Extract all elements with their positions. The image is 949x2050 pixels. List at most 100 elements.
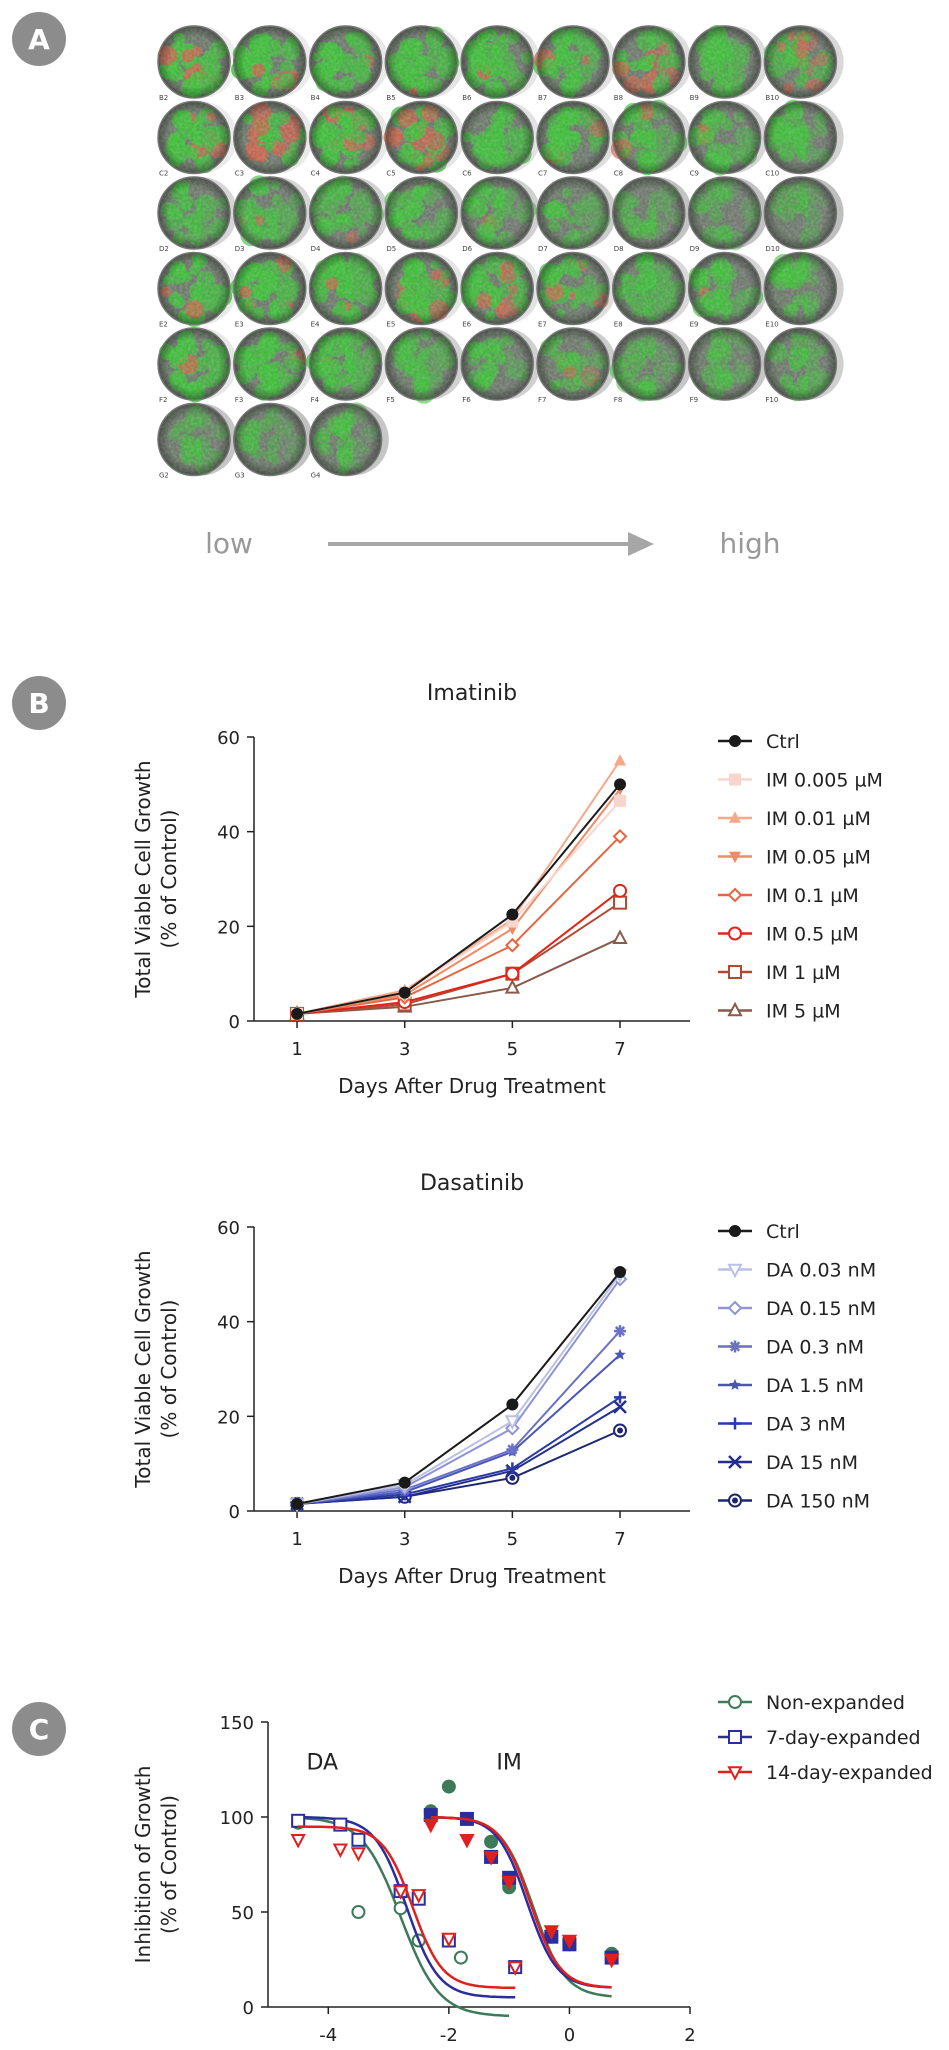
series-line	[296, 1330, 621, 1505]
well-rim	[687, 327, 762, 401]
legend-label: IM 0.1 µM	[766, 885, 859, 907]
series	[291, 1779, 619, 2018]
well-label: E3	[235, 321, 244, 329]
x-tick-label: 3	[399, 1529, 410, 1550]
well-rim	[157, 100, 231, 175]
well-label: B3	[235, 94, 244, 102]
data-point	[423, 1818, 439, 1834]
well-rim	[157, 327, 231, 401]
well-F9: F9	[687, 327, 768, 404]
well-F10: F10	[763, 327, 844, 404]
data-point	[507, 1961, 523, 1976]
legend-item: IM 0.005 µM	[718, 770, 883, 792]
well-rim	[687, 25, 762, 99]
data-point	[290, 1834, 306, 1849]
well-rim	[612, 176, 686, 250]
data-point	[505, 966, 520, 981]
well-C5: C5	[383, 100, 465, 178]
y-tick-label: 100	[220, 1808, 254, 1829]
well-C6: C6	[460, 100, 541, 178]
well-C9: C9	[687, 100, 768, 178]
well-D2: D2	[157, 176, 238, 253]
y-tick-label: 40	[217, 823, 240, 844]
well-label: E2	[159, 321, 168, 329]
well-rim	[233, 176, 307, 250]
y-axis-label-line: (% of Control)	[157, 1300, 181, 1439]
well-rim	[763, 251, 838, 326]
series-line	[296, 890, 621, 1015]
well-label: D3	[235, 245, 245, 253]
data-point	[351, 1832, 366, 1847]
da-fit-curve	[298, 1816, 510, 2018]
well-label: C10	[765, 170, 779, 178]
panel-b-label: B	[28, 686, 50, 720]
y-tick-label: 0	[229, 1012, 240, 1033]
x-tick-label: 1	[291, 1039, 302, 1060]
dasatinib-chart: Dasatinib 0 20 40 60 1 3 5 7 Days After Drug Trea…	[131, 1171, 876, 1588]
x-tick-label: -2	[440, 2025, 458, 2046]
data-point	[483, 1851, 499, 1866]
data-point	[504, 1415, 521, 1430]
series-line	[297, 901, 621, 1015]
legend-label: IM 0.5 µM	[766, 924, 859, 946]
series-line	[296, 760, 621, 1015]
data-point	[727, 887, 743, 903]
well-rim	[157, 25, 231, 99]
x-axis-label: Days After Drug Treatment	[338, 1564, 606, 1588]
well-rim	[384, 100, 458, 175]
series-line	[296, 1354, 621, 1505]
well-rim	[233, 251, 307, 326]
well-label: B5	[386, 94, 395, 102]
well-rim	[536, 251, 610, 326]
legend-label: IM 0.01 µM	[766, 808, 871, 830]
data-point	[728, 1493, 742, 1508]
legend-item: Non-expanded	[718, 1692, 905, 1714]
imatinib-chart: Imatinib 0 20 40 60 1 3 5 7 Days After Drug Treat…	[131, 681, 883, 1098]
data-point	[727, 1263, 743, 1279]
x-tick-label: 3	[399, 1039, 410, 1060]
well-B8: B8	[612, 25, 692, 102]
well-label: E9	[690, 321, 699, 329]
scale-arrow-head	[628, 532, 654, 556]
data-point	[614, 794, 627, 807]
y-tick-label: 0	[243, 1998, 254, 2019]
well-C4: C4	[308, 100, 389, 178]
well-E7: E7	[536, 251, 617, 329]
drug-annotation: IM	[496, 1751, 521, 1776]
y-tick-label: 20	[217, 917, 240, 938]
legend-label: DA 15 nM	[766, 1452, 858, 1474]
legend-item: IM 1 µM	[718, 962, 841, 984]
series-line	[296, 835, 621, 1015]
legend-label: IM 0.005 µM	[766, 770, 883, 792]
da-fit-curve	[298, 1815, 516, 1999]
well-F4: F4	[305, 327, 389, 404]
well-label: E5	[386, 321, 395, 329]
legend-label: DA 3 nM	[766, 1414, 846, 1436]
legend-item: IM 0.5 µM	[718, 924, 859, 946]
well-label: F9	[690, 396, 698, 404]
well-rim	[309, 100, 383, 175]
well-rim	[233, 327, 307, 401]
data-point	[613, 1399, 627, 1414]
well-label: F7	[538, 396, 546, 404]
data-point	[504, 979, 521, 994]
x-tick-label: 7	[614, 1529, 625, 1550]
legend-item: DA 15 nM	[718, 1452, 858, 1474]
data-point	[728, 965, 742, 979]
data-point	[729, 1417, 741, 1430]
well-rim	[460, 100, 534, 175]
data-point	[441, 1779, 456, 1794]
well-B4: B4	[308, 25, 389, 102]
data-point	[614, 1391, 627, 1404]
series	[290, 1815, 620, 1990]
well-B5: B5	[384, 25, 465, 102]
well-label: G4	[311, 472, 321, 480]
y-tick-label: 40	[217, 1313, 240, 1334]
well-E2: E2	[157, 251, 238, 329]
well-label: D5	[386, 245, 396, 253]
well-B3: B3	[231, 25, 313, 102]
well-rim	[687, 100, 762, 175]
data-point-core	[732, 1497, 738, 1504]
well-rim	[384, 176, 458, 250]
